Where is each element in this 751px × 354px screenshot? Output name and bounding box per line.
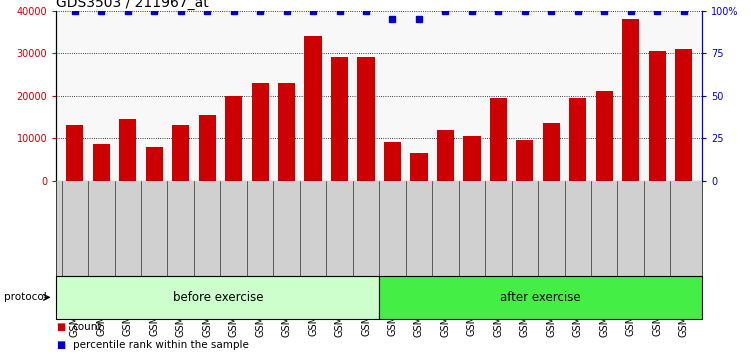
Bar (543, 123, 560, 181)
Text: GDS3503 / 211967_at: GDS3503 / 211967_at (56, 0, 209, 10)
FancyBboxPatch shape (379, 276, 702, 319)
Text: before exercise: before exercise (173, 291, 263, 304)
Bar (357, 57, 375, 181)
Bar (304, 36, 321, 181)
Bar (649, 51, 666, 181)
Bar (516, 140, 533, 181)
Text: ■: ■ (56, 322, 65, 332)
Text: count: count (73, 322, 102, 332)
Bar (384, 142, 401, 181)
Bar (437, 130, 454, 181)
Bar (596, 91, 613, 181)
Bar (225, 96, 243, 181)
Bar (410, 153, 427, 181)
Bar (119, 119, 137, 181)
Bar (622, 19, 639, 181)
Bar (675, 49, 692, 181)
Text: protocol: protocol (4, 292, 47, 302)
Bar (331, 57, 348, 181)
Bar (198, 115, 216, 181)
Bar (569, 98, 587, 181)
Text: percentile rank within the sample: percentile rank within the sample (73, 340, 249, 350)
Bar (278, 83, 295, 181)
FancyBboxPatch shape (56, 276, 379, 319)
Bar (463, 136, 481, 181)
Bar (490, 98, 507, 181)
Text: ■: ■ (56, 340, 65, 350)
Text: after exercise: after exercise (500, 291, 581, 304)
Bar (146, 147, 163, 181)
Bar (66, 125, 83, 181)
Bar (92, 144, 110, 181)
Bar (172, 125, 189, 181)
Bar (252, 83, 269, 181)
